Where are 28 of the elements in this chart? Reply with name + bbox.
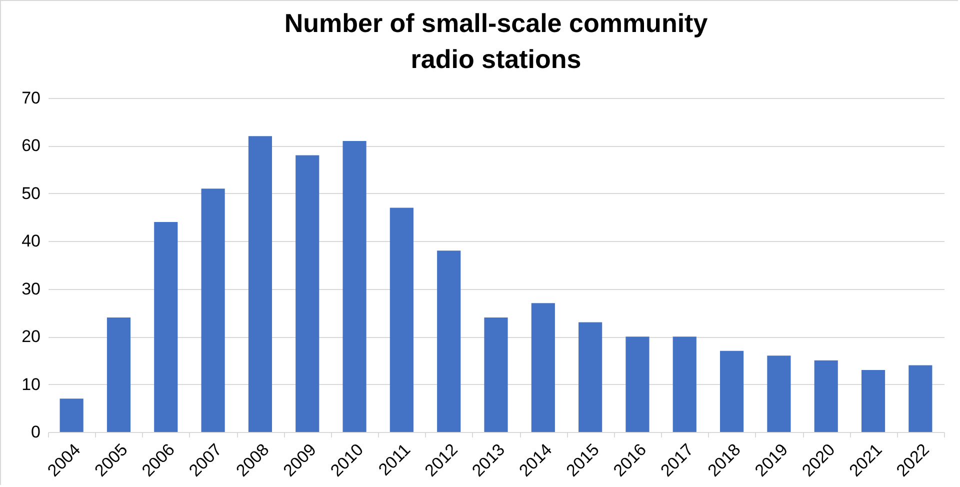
bar xyxy=(248,136,272,432)
bar xyxy=(296,155,320,432)
bar xyxy=(60,398,84,432)
bar xyxy=(484,317,508,432)
bar xyxy=(861,370,886,432)
bar xyxy=(531,303,555,432)
bar xyxy=(106,317,131,432)
bar xyxy=(626,336,650,432)
bar xyxy=(908,365,932,432)
y-tick-label: 70 xyxy=(22,88,40,108)
bar xyxy=(201,188,225,432)
bar xyxy=(578,322,602,432)
y-tick-label: 20 xyxy=(22,327,40,346)
y-tick-label: 40 xyxy=(22,232,40,251)
bar xyxy=(154,222,178,432)
y-tick-label: 0 xyxy=(31,422,40,442)
bar xyxy=(814,360,838,432)
bar xyxy=(390,208,414,432)
y-tick-label: 60 xyxy=(22,136,40,156)
bar xyxy=(672,336,696,432)
bar xyxy=(342,140,366,432)
chart-title: Number of small-scale community radio stations xyxy=(284,8,708,74)
bar xyxy=(437,250,461,432)
bar xyxy=(720,350,744,432)
y-tick-label: 10 xyxy=(22,374,40,394)
bar xyxy=(767,356,791,432)
y-tick-label: 30 xyxy=(22,279,40,298)
y-tick-label: 50 xyxy=(22,184,40,203)
